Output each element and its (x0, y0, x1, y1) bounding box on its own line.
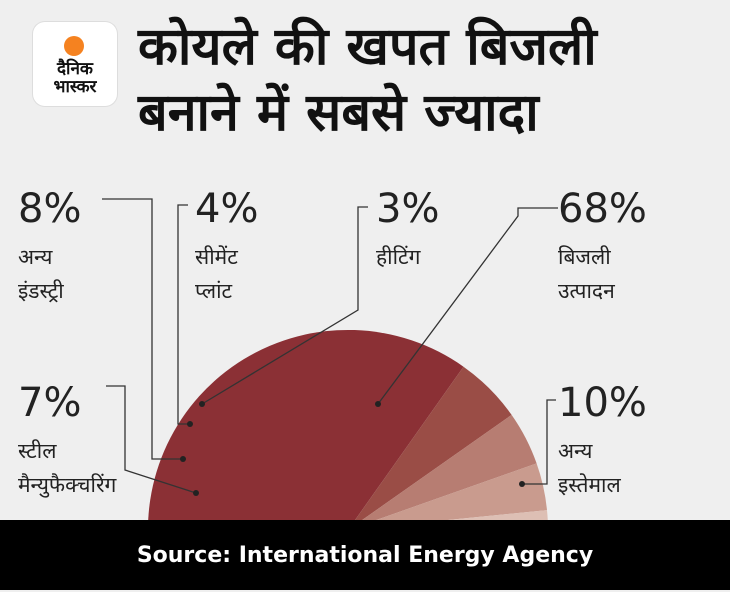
slice-category-label: हीटिंग (376, 245, 422, 269)
leader-dot (199, 401, 205, 407)
slice-category-label: स्टील (18, 439, 57, 463)
dainik-bhaskar-logo: दैनिक भास्कर (33, 22, 117, 106)
source-bar: Source: International Energy Agency (0, 520, 730, 590)
pie-chart: 68% बिजली उत्पादन 10% अन्य इस्तेमाल 8% अन्य इंडस… (18, 186, 647, 520)
pie-slice (448, 510, 548, 520)
slice-value-label: 8% (18, 186, 81, 232)
pie-slices (148, 329, 548, 520)
leader-line (201, 206, 368, 405)
leader-dot (187, 421, 193, 427)
slice-value-label: 7% (18, 380, 81, 426)
pie-slice (362, 414, 537, 520)
leader-dot (375, 401, 381, 407)
logo-text-line2: भास्कर (53, 77, 97, 97)
slice-value-label: 10% (558, 380, 647, 426)
slice-category-label: इंडस्ट्री (18, 279, 64, 303)
logo-text-line1: दैनिक (57, 59, 93, 79)
slice-value-label: 68% (558, 186, 647, 232)
leader-line (106, 385, 197, 494)
leader-dot (180, 456, 186, 462)
slice-value-label: 3% (376, 186, 439, 232)
leader-dot (193, 490, 199, 496)
leader-lines (102, 198, 558, 496)
slice-category-label: बिजली (558, 245, 611, 269)
slice-category-label: उत्पादन (558, 279, 615, 303)
title-line-2: बनाने में सबसे ज्यादा (138, 83, 539, 143)
leader-line (177, 204, 190, 425)
leader-line (102, 198, 183, 460)
slice-category-label: प्लांट (195, 279, 233, 303)
slice-category-label: अन्य (18, 245, 53, 269)
pie-slice (148, 329, 464, 520)
pie-slice (355, 366, 512, 520)
sun-icon (64, 36, 84, 56)
pie-slice (376, 463, 547, 520)
slice-category-label: इस्तेमाल (558, 473, 621, 497)
slice-value-label: 4% (195, 186, 258, 232)
source-text: Source: International Energy Agency (136, 542, 594, 568)
leader-line (377, 207, 558, 405)
leader-line (522, 399, 556, 485)
slice-category-label: सीमेंट (195, 245, 238, 269)
slice-category-label: अन्य (558, 439, 593, 463)
slice-labels: 68% बिजली उत्पादन 10% अन्य इस्तेमाल 8% अन्य इंडस… (18, 186, 647, 498)
leader-dot (519, 481, 525, 487)
slice-category-label: मैन्युफैक्चरिंग (18, 473, 118, 498)
title-line-1: कोयले की खपत बिजली (138, 17, 597, 77)
page-title: कोयले की खपत बिजली बनाने में सबसे ज्यादा (138, 14, 718, 146)
